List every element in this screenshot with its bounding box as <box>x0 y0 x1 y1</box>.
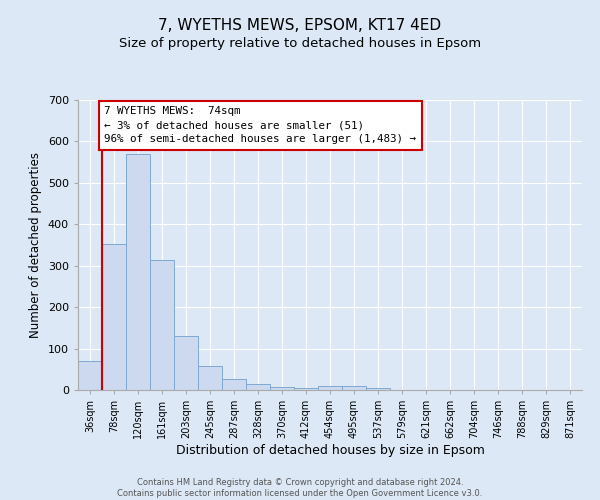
Text: Size of property relative to detached houses in Epsom: Size of property relative to detached ho… <box>119 38 481 51</box>
Bar <box>270 387 294 390</box>
Bar <box>294 388 318 390</box>
Text: 7, WYETHS MEWS, EPSOM, KT17 4ED: 7, WYETHS MEWS, EPSOM, KT17 4ED <box>158 18 442 32</box>
Bar <box>126 154 150 390</box>
Text: 7 WYETHS MEWS:  74sqm
← 3% of detached houses are smaller (51)
96% of semi-detac: 7 WYETHS MEWS: 74sqm ← 3% of detached ho… <box>104 106 416 144</box>
Bar <box>366 388 390 390</box>
Bar <box>222 379 246 390</box>
Bar <box>342 386 366 390</box>
Bar <box>174 336 198 390</box>
Text: Contains HM Land Registry data © Crown copyright and database right 2024.
Contai: Contains HM Land Registry data © Crown c… <box>118 478 482 498</box>
Bar <box>78 361 102 390</box>
X-axis label: Distribution of detached houses by size in Epsom: Distribution of detached houses by size … <box>176 444 484 457</box>
Y-axis label: Number of detached properties: Number of detached properties <box>29 152 42 338</box>
Bar <box>102 244 126 390</box>
Bar <box>318 386 342 390</box>
Bar <box>246 384 270 390</box>
Bar <box>198 366 222 390</box>
Bar <box>150 260 174 390</box>
